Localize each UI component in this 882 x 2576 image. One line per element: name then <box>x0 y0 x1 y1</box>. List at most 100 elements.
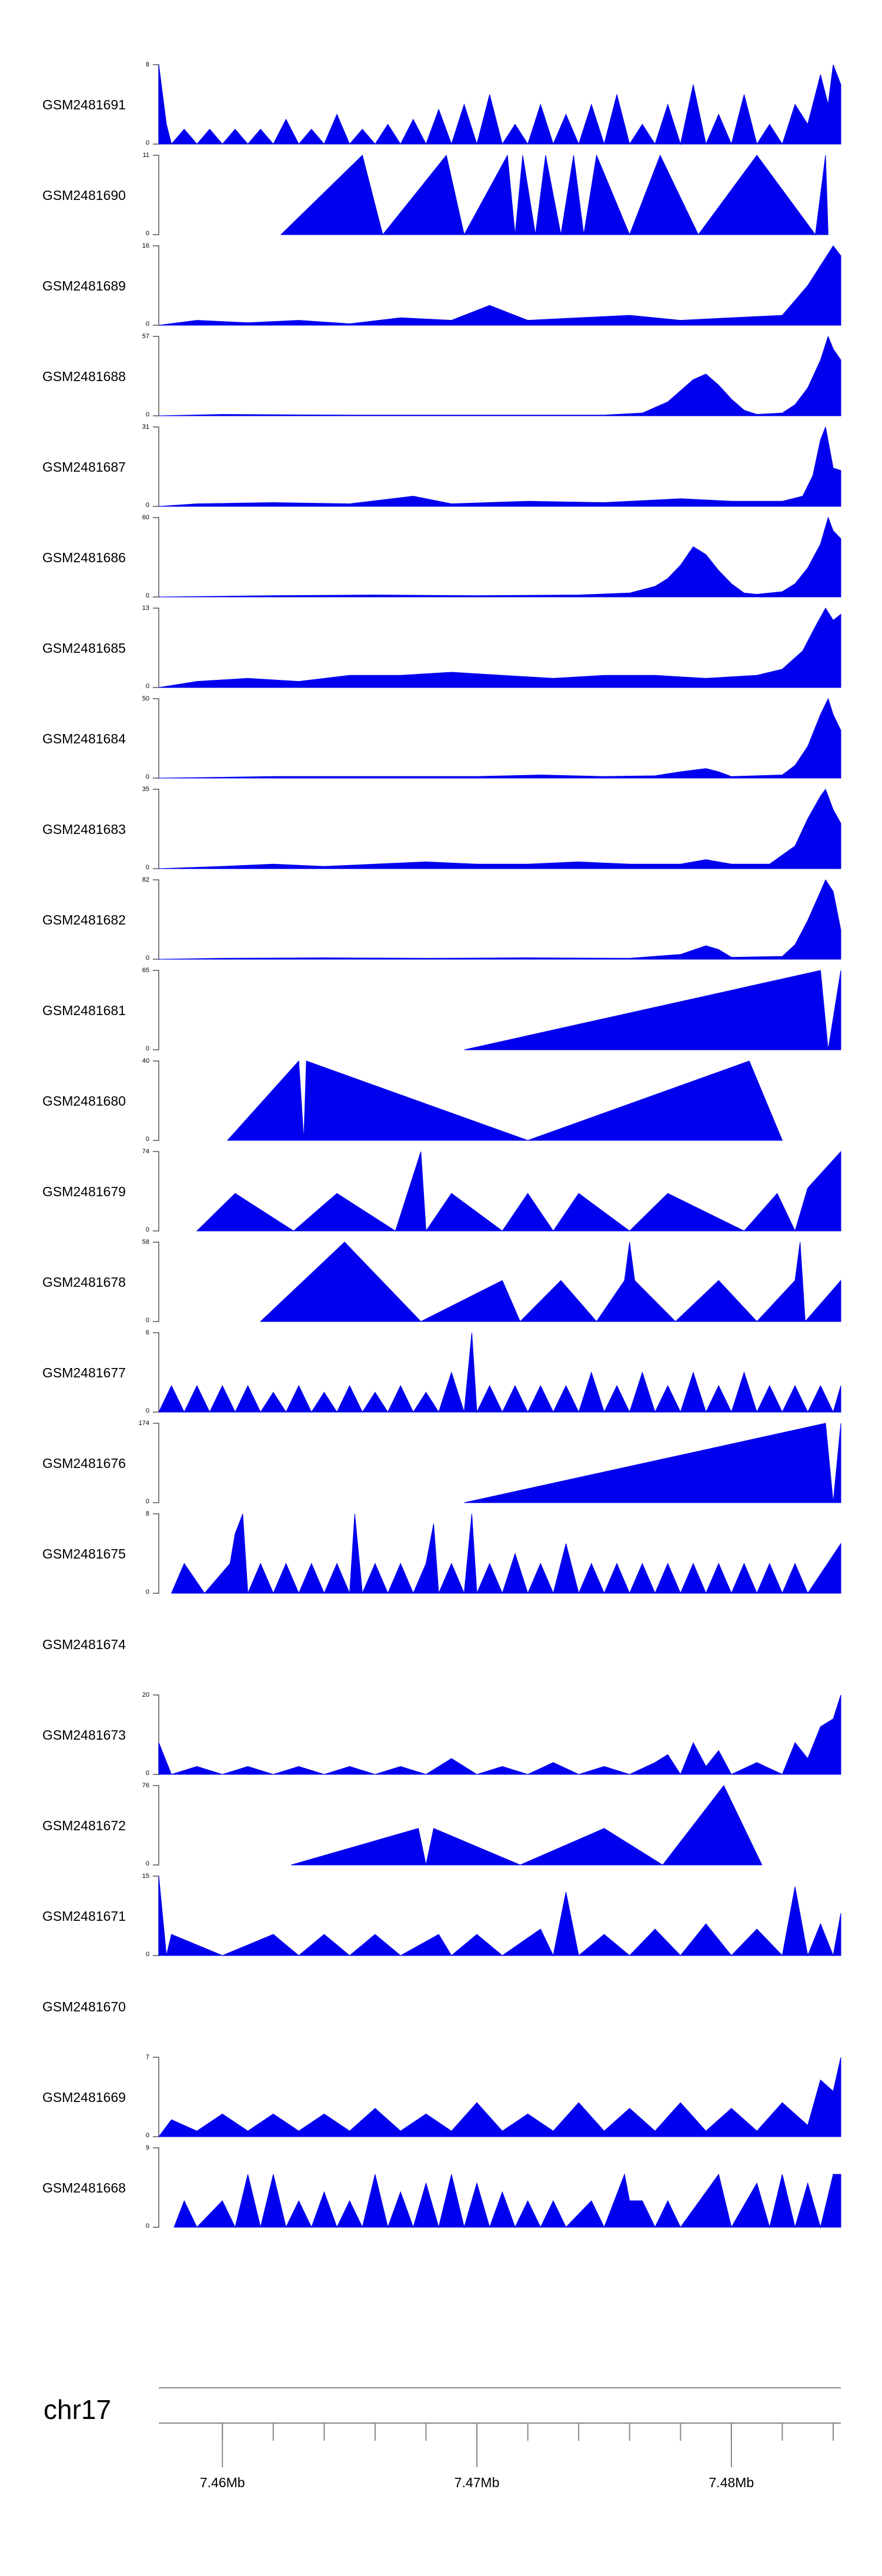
y-axis-GSM2481684 <box>153 698 159 779</box>
genome-tick-label: 7.46Mb <box>199 2475 245 2490</box>
y-min-label-GSM2481683: 0 <box>145 864 149 871</box>
y-max-label-GSM2481690: 11 <box>142 152 149 159</box>
coverage-area-GSM2481682 <box>158 879 841 960</box>
y-min-label-GSM2481690: 0 <box>145 230 149 237</box>
track-label-GSM2481691: GSM2481691 <box>42 96 126 112</box>
y-min-label-GSM2481689: 0 <box>145 321 149 328</box>
track-label-GSM2481670: GSM2481670 <box>42 1998 126 2014</box>
coverage-area-GSM2481672 <box>290 1785 763 1866</box>
y-max-label-GSM2481685: 13 <box>142 605 149 612</box>
track-label-GSM2481668: GSM2481668 <box>42 2180 126 2195</box>
genome-tick-label: 7.47Mb <box>454 2475 500 2490</box>
coverage-area-GSM2481673 <box>158 1694 841 1776</box>
y-max-label-GSM2481691: 8 <box>145 61 149 68</box>
y-axis-GSM2481678 <box>153 1242 159 1322</box>
y-min-label-GSM2481691: 0 <box>145 139 149 146</box>
y-axis-GSM2481687 <box>153 426 159 507</box>
y-max-label-GSM2481675: 8 <box>145 1510 149 1517</box>
y-axis-GSM2481677 <box>153 1332 159 1413</box>
y-axis-GSM2481681 <box>153 970 159 1050</box>
y-axis-GSM2481689 <box>153 245 159 326</box>
y-axis-GSM2481686 <box>153 517 159 598</box>
track-label-GSM2481677: GSM2481677 <box>42 1364 126 1380</box>
y-max-label-GSM2481688: 57 <box>142 333 149 340</box>
y-min-label-GSM2481668: 0 <box>145 2223 149 2230</box>
coverage-area-GSM2481691 <box>158 64 841 145</box>
track-label-GSM2481690: GSM2481690 <box>42 187 126 203</box>
y-min-label-GSM2481679: 0 <box>145 1226 149 1233</box>
track-label-GSM2481671: GSM2481671 <box>42 1908 126 1924</box>
y-max-label-GSM2481672: 76 <box>142 1782 149 1789</box>
y-min-label-GSM2481687: 0 <box>145 502 149 509</box>
coverage-area-GSM2481689 <box>158 245 841 326</box>
y-min-label-GSM2481680: 0 <box>145 1136 149 1143</box>
coverage-area-GSM2481675 <box>171 1513 841 1594</box>
track-label-GSM2481678: GSM2481678 <box>42 1274 126 1290</box>
y-axis-GSM2481679 <box>153 1151 159 1232</box>
y-axis-GSM2481682 <box>153 879 159 960</box>
track-label-GSM2481673: GSM2481673 <box>42 1727 126 1743</box>
coverage-area-GSM2481677 <box>158 1332 841 1413</box>
track-label-GSM2481686: GSM2481686 <box>42 549 126 565</box>
y-max-label-GSM2481673: 20 <box>142 1691 149 1699</box>
track-label-GSM2481682: GSM2481682 <box>42 912 126 927</box>
track-label-GSM2481679: GSM2481679 <box>42 1183 126 1199</box>
y-axis-GSM2481671 <box>153 1876 159 1956</box>
y-axis-GSM2481690 <box>153 155 159 235</box>
y-max-label-GSM2481683: 35 <box>142 786 149 793</box>
track-label-GSM2481688: GSM2481688 <box>42 368 126 384</box>
y-min-label-GSM2481686: 0 <box>145 592 149 599</box>
y-min-label-GSM2481678: 0 <box>145 1317 149 1324</box>
y-max-label-GSM2481681: 65 <box>142 967 149 974</box>
coverage-area-GSM2481684 <box>158 698 841 779</box>
track-label-GSM2481689: GSM2481689 <box>42 278 126 293</box>
y-min-label-GSM2481673: 0 <box>145 1770 149 1777</box>
y-min-label-GSM2481669: 0 <box>145 2132 149 2139</box>
y-min-label-GSM2481681: 0 <box>145 1045 149 1052</box>
coverage-area-GSM2481671 <box>158 1876 841 1957</box>
coverage-area-GSM2481685 <box>158 608 841 688</box>
track-label-GSM2481684: GSM2481684 <box>42 730 126 746</box>
coverage-area-GSM2481680 <box>226 1060 783 1141</box>
track-label-GSM2481680: GSM2481680 <box>42 1093 126 1109</box>
y-axis-GSM2481683 <box>153 789 159 869</box>
y-max-label-GSM2481679: 74 <box>142 1148 149 1155</box>
y-max-label-GSM2481669: 7 <box>145 2054 149 2061</box>
y-min-label-GSM2481685: 0 <box>145 683 149 690</box>
y-max-label-GSM2481671: 15 <box>142 1873 149 1880</box>
y-axis-GSM2481685 <box>153 608 159 688</box>
y-min-label-GSM2481676: 0 <box>145 1498 149 1505</box>
track-label-GSM2481672: GSM2481672 <box>42 1817 126 1833</box>
y-axis-GSM2481680 <box>153 1060 159 1141</box>
y-axis-GSM2481673 <box>153 1694 159 1775</box>
y-min-label-GSM2481682: 0 <box>145 955 149 962</box>
coverage-area-GSM2481688 <box>158 335 841 416</box>
y-max-label-GSM2481677: 6 <box>145 1329 149 1336</box>
coverage-area-GSM2481681 <box>464 970 841 1050</box>
y-axis-GSM2481676 <box>153 1423 159 1503</box>
y-max-label-GSM2481676: 174 <box>138 1420 149 1427</box>
coverage-area-GSM2481668 <box>173 2173 841 2228</box>
coverage-area-GSM2481669 <box>158 2057 841 2137</box>
y-min-label-GSM2481677: 0 <box>145 1407 149 1414</box>
y-max-label-GSM2481686: 60 <box>142 514 149 521</box>
y-max-label-GSM2481687: 31 <box>142 423 149 431</box>
y-axis-GSM2481675 <box>153 1513 159 1594</box>
y-axis-GSM2481672 <box>153 1785 159 1866</box>
y-axis-GSM2481668 <box>153 2147 159 2228</box>
y-axis-GSM2481669 <box>153 2057 159 2137</box>
y-axis-GSM2481691 <box>153 64 159 145</box>
y-max-label-GSM2481668: 9 <box>145 2144 149 2151</box>
coverage-area-GSM2481676 <box>464 1423 841 1503</box>
y-min-label-GSM2481672: 0 <box>145 1860 149 1867</box>
coverage-area-GSM2481683 <box>158 788 841 869</box>
coverage-area-GSM2481690 <box>280 154 828 236</box>
y-min-label-GSM2481675: 0 <box>145 1589 149 1596</box>
y-axis-GSM2481688 <box>153 336 159 416</box>
track-label-GSM2481687: GSM2481687 <box>42 459 126 475</box>
y-max-label-GSM2481689: 16 <box>142 242 149 249</box>
y-max-label-GSM2481684: 50 <box>142 695 149 702</box>
y-max-label-GSM2481678: 58 <box>142 1239 149 1246</box>
